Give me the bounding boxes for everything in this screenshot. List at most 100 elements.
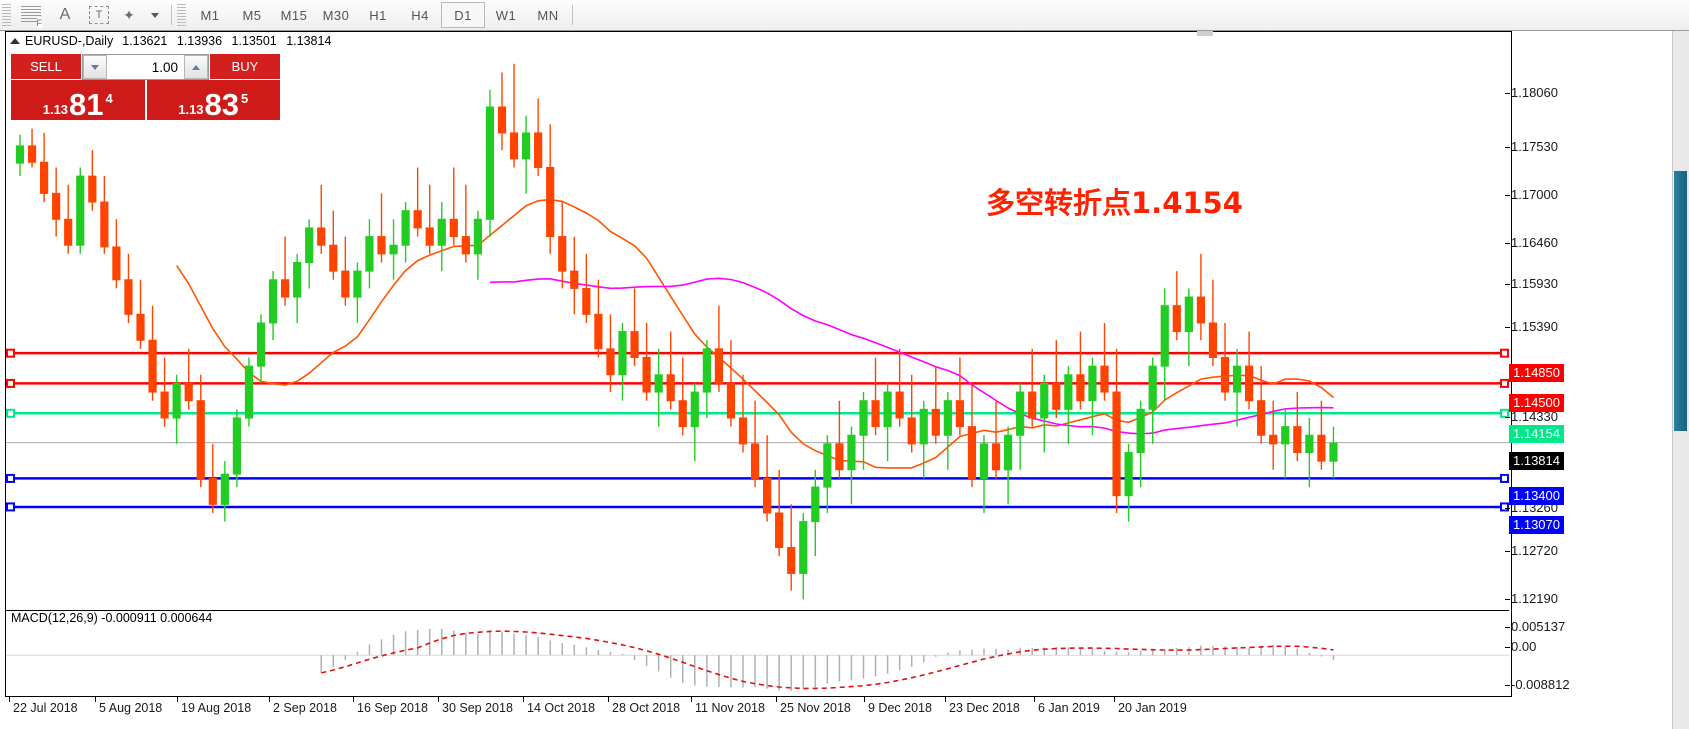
price-tick: 1.12190 (1505, 591, 1558, 606)
macd-svg (6, 628, 1509, 691)
time-tick-mark (177, 697, 178, 702)
shapes-icon[interactable]: ✦ (123, 6, 135, 23)
sell-price-big: 81 (69, 87, 104, 122)
chart-resize-grip[interactable] (1197, 31, 1213, 36)
time-tick: 20 Jan 2019 (1118, 701, 1187, 715)
time-tick-mark (95, 697, 96, 702)
chart-window: EURUSD-,Daily 1.13621 1.13936 1.13501 1.… (5, 31, 1512, 697)
vertical-scrollbar[interactable] (1672, 31, 1689, 729)
timeframe-mn[interactable]: MN (537, 7, 559, 23)
scrollbar-thumb[interactable] (1674, 171, 1687, 431)
time-tick: 30 Sep 2018 (442, 701, 513, 715)
volume-value[interactable]: 1.00 (151, 59, 178, 75)
time-tick: 6 Jan 2019 (1038, 701, 1100, 715)
volume-increase-button[interactable] (184, 55, 208, 79)
time-tick: 25 Nov 2018 (780, 701, 851, 715)
macd-scale-tick: -0.008812 (1505, 677, 1570, 692)
sell-price-sup: 4 (105, 91, 113, 106)
chart-annotation-text: 多空转折点1.4154 (986, 186, 1243, 220)
time-tick: 2 Sep 2018 (273, 701, 337, 715)
timeframe-m15[interactable]: M15 (280, 7, 308, 23)
timeframe-w1[interactable]: W1 (495, 7, 517, 23)
shapes-dropdown-icon[interactable] (142, 2, 168, 28)
price-tick: 1.16460 (1505, 235, 1558, 250)
timeframe-d1[interactable]: D1 (441, 2, 485, 28)
chart-header: EURUSD-,Daily 1.13621 1.13936 1.13501 1.… (6, 32, 1515, 50)
time-tick: 5 Aug 2018 (99, 701, 163, 715)
time-tick: 14 Oct 2018 (527, 701, 596, 715)
macd-scale-tick: 0.005137 (1504, 619, 1566, 634)
time-tick-mark (945, 697, 946, 702)
price-tick: 1.14330 (1505, 409, 1558, 424)
price-tick: 1.12720 (1505, 543, 1558, 558)
time-tick: 22 Jul 2018 (13, 701, 78, 715)
sell-price-display[interactable]: 1.13 81 4 (11, 80, 147, 120)
trade-controls-row: SELL 1.00 BUY (11, 54, 280, 80)
ohlc-values: 1.13621 1.13936 1.13501 1.13814 (122, 34, 337, 48)
timeframe-m30[interactable]: M30 (322, 7, 350, 23)
time-tick-mark (691, 697, 692, 702)
price-tick: 1.15390 (1505, 319, 1558, 334)
buy-price-sup: 5 (241, 91, 249, 106)
toolbar-grip[interactable] (2, 4, 11, 26)
time-tick: 9 Dec 2018 (868, 701, 932, 715)
time-tick-mark (1114, 697, 1115, 702)
macd-plot-area[interactable] (6, 610, 1509, 696)
price-label-resistance-2[interactable]: 1.14500 (1509, 394, 1564, 412)
buy-price-big: 83 (204, 87, 240, 122)
price-tick: 1.17000 (1505, 187, 1558, 202)
trade-price-row: 1.13 81 4 1.13 83 5 (11, 80, 280, 120)
main-toolbar: A T ✦ M1 M5 M15 M30 H1 H4 D1 W1 MN (0, 0, 1689, 31)
time-tick: 23 Dec 2018 (949, 701, 1020, 715)
volume-decrease-button[interactable] (83, 55, 107, 79)
collapse-icon[interactable] (10, 38, 20, 44)
toolbar-divider-2 (572, 5, 573, 25)
timeframe-grip[interactable] (177, 4, 186, 26)
time-tick-mark (438, 697, 439, 702)
text-label-icon[interactable]: A (59, 6, 71, 23)
timeframe-group: M1 M5 M15 M30 H1 H4 D1 W1 MN (189, 2, 569, 28)
price-tick: 1.18060 (1505, 85, 1558, 100)
time-tick-mark (269, 697, 270, 702)
price-label-pivot[interactable]: 1.14154 (1509, 425, 1564, 443)
time-tick-mark (864, 697, 865, 702)
toolbar-divider (171, 5, 172, 25)
time-tick-mark (608, 697, 609, 702)
time-tick-mark (9, 697, 10, 702)
one-click-trading-panel: SELL 1.00 BUY 1.13 81 4 1.13 83 5 (11, 54, 280, 120)
time-tick-mark (776, 697, 777, 702)
candlestick-svg (6, 63, 1509, 600)
price-label-support-2[interactable]: 1.13070 (1509, 516, 1564, 534)
price-scale[interactable]: 1.18060 1.17530 1.17000 1.16460 1.15930 1.153… (1504, 31, 1611, 695)
timeframe-m5[interactable]: M5 (242, 7, 262, 23)
symbol-label: EURUSD-,Daily (25, 34, 114, 48)
buy-price-display[interactable]: 1.13 83 5 (146, 80, 280, 122)
price-tick: 1.17530 (1505, 139, 1558, 154)
sell-button[interactable]: SELL (11, 54, 81, 80)
time-tick: 19 Aug 2018 (181, 701, 252, 715)
buy-price-prefix: 1.13 (178, 102, 204, 117)
price-label-support-1[interactable]: 1.13400 (1509, 487, 1564, 505)
time-tick-mark (353, 697, 354, 702)
low-value: 1.13501 (231, 34, 277, 48)
time-tick: 11 Nov 2018 (695, 701, 765, 715)
buy-button[interactable]: BUY (210, 54, 280, 80)
text-box-icon[interactable]: T (82, 2, 116, 28)
close-value: 1.13814 (286, 34, 332, 48)
timeframe-m1[interactable]: M1 (200, 7, 220, 23)
sell-price-prefix: 1.13 (42, 102, 69, 117)
price-label-last-price[interactable]: 1.13814 (1509, 452, 1564, 470)
macd-indicator-label: MACD(12,26,9) -0.000911 0.000644 (11, 611, 213, 625)
price-tick: 1.15930 (1505, 276, 1558, 291)
price-label-resistance-1[interactable]: 1.14850 (1509, 364, 1564, 382)
time-tick: 16 Sep 2018 (357, 701, 428, 715)
timeframe-h1[interactable]: H1 (369, 7, 387, 23)
timeframe-h4[interactable]: H4 (411, 7, 429, 23)
crosshair-f-icon[interactable] (14, 2, 48, 28)
volume-field[interactable]: 1.00 (82, 54, 209, 80)
price-plot-area[interactable] (6, 50, 1509, 608)
time-tick-mark (1034, 697, 1035, 702)
open-value: 1.13621 (122, 34, 168, 48)
time-scale[interactable]: 22 Jul 2018 5 Aug 2018 19 Aug 2018 2 Sep 20… (5, 696, 1510, 725)
high-value: 1.13936 (176, 34, 223, 48)
